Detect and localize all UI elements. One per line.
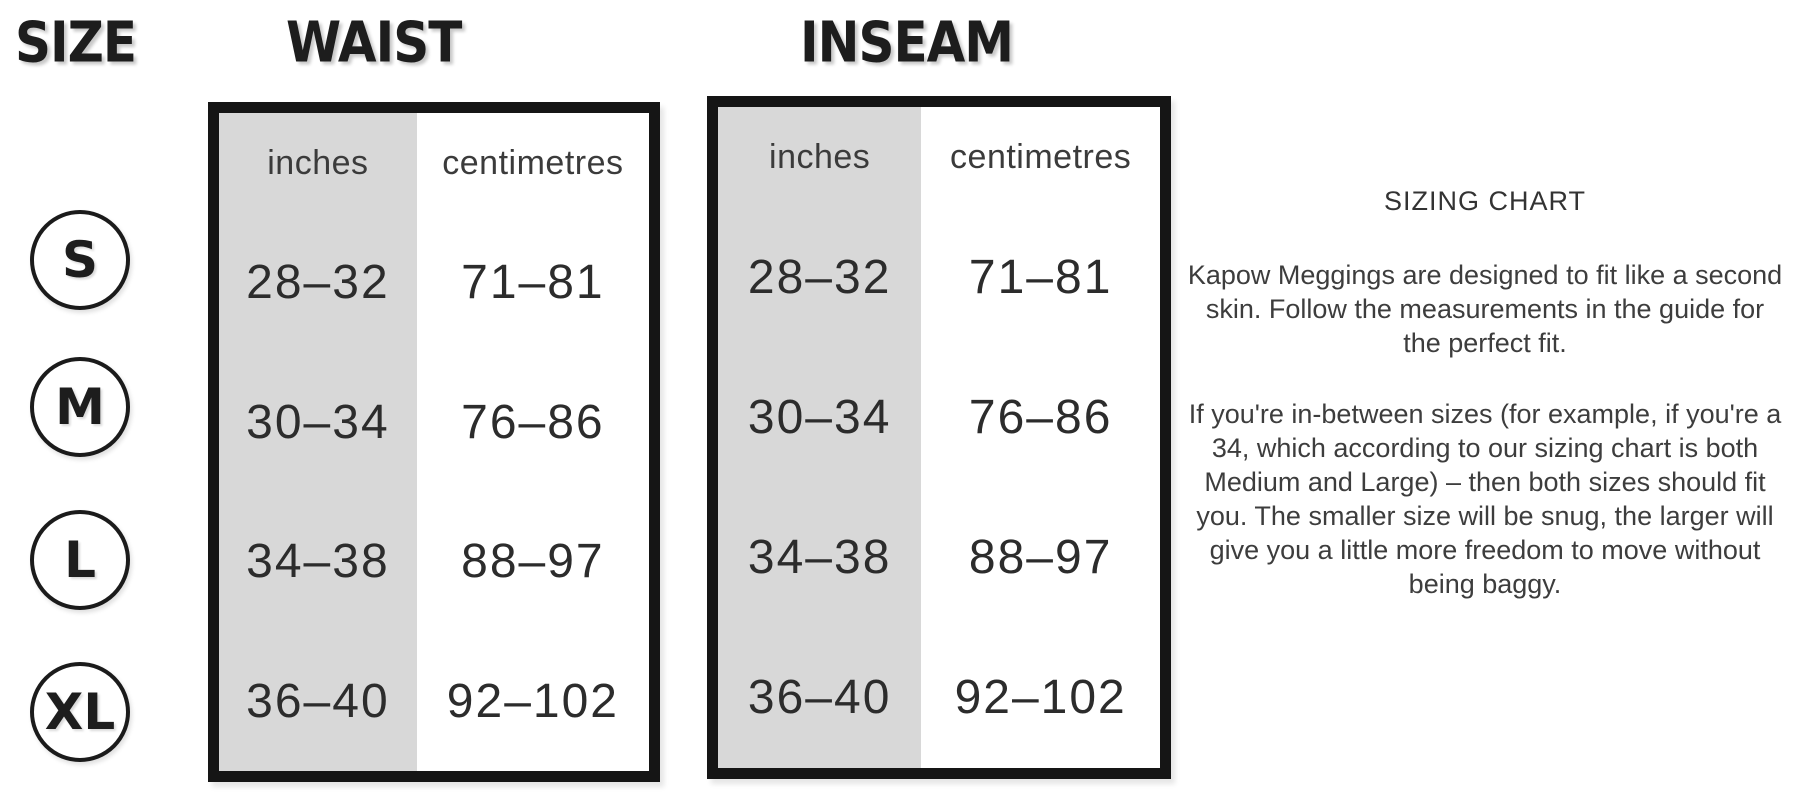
waist-m-inches-cell: 30–34 [219,352,417,492]
inseam-centimetres-column-header: centimetres [950,137,1132,176]
inseam-l-inches-cell: 34–38 [718,487,922,628]
info-paragraph-between-sizes: If you're in-between sizes (for example,… [1188,399,1782,599]
waist-xl-centimetres-cell: 92–102 [446,674,619,728]
waist-centimetres-column-header: centimetres [442,143,624,182]
waist-l-inches-cell: 34–38 [219,492,417,632]
size-badge-m: M [30,357,130,457]
waist-s-inches-cell: 28–32 [219,213,417,353]
size-badge-s: S [30,210,130,310]
inseam-m-centimetres-cell: 76–86 [968,390,1113,444]
inseam-m-inches-cell: 30–34 [718,347,922,488]
size-badge-m-label: M [55,378,105,436]
size-section-title: SIZE [15,9,137,75]
inseam-s-inches-cell: 28–32 [718,207,922,348]
info-panel-heading: SIZING CHART [1383,186,1586,216]
size-badge-l: L [30,510,130,610]
inseam-l-centimetres-cell: 88–97 [968,531,1113,585]
waist-inches-column-header: inches [219,113,417,213]
info-paragraph-fit: Kapow Meggings are designed to fit like … [1187,260,1783,358]
size-badge-l-label: L [64,531,96,589]
info-panel: SIZING CHART Kapow Meggings are designed… [1185,186,1785,638]
inseam-s-centimetres-cell: 71–81 [968,250,1113,304]
size-badge-xl: XL [30,662,130,762]
waist-xl-inches-cell: 36–40 [219,631,417,771]
inseam-section-title: INSEAM [800,9,1014,75]
waist-l-centimetres-cell: 88–97 [461,535,605,589]
inseam-xl-inches-cell: 36–40 [718,627,922,768]
waist-table: inches centimetres 28–32 71–81 30–34 76–… [208,102,660,782]
waist-section-title: WAIST [286,9,462,75]
waist-s-centimetres-cell: 71–81 [461,256,605,310]
inseam-xl-centimetres-cell: 92–102 [954,671,1127,725]
inseam-inches-column-header: inches [718,107,922,207]
size-badge-s-label: S [61,231,98,289]
inseam-table: inches centimetres 28–32 71–81 30–34 76–… [707,96,1171,779]
waist-m-centimetres-cell: 76–86 [461,395,605,449]
size-badge-xl-label: XL [44,683,116,741]
